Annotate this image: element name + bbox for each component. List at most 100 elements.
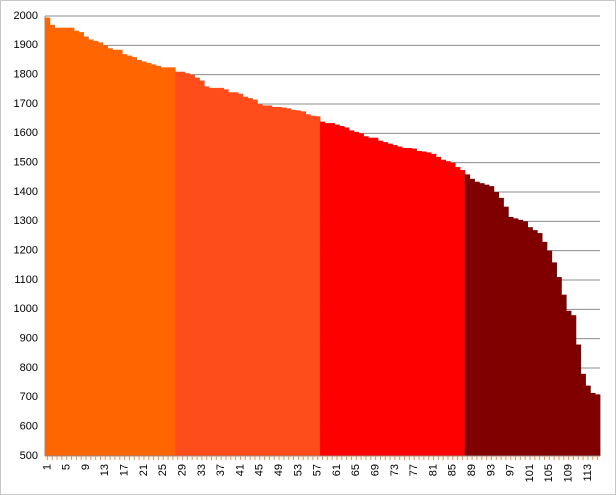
x-tick-label: 53	[292, 464, 304, 476]
x-tick-label: 25	[157, 464, 169, 476]
bar	[281, 107, 287, 457]
y-tick-label: 900	[20, 333, 38, 345]
bar	[537, 233, 543, 456]
bar	[493, 192, 500, 456]
y-tick-label: 1500	[14, 157, 38, 169]
bar	[368, 137, 374, 456]
bar	[358, 133, 364, 457]
y-tick-label: 500	[20, 450, 38, 462]
x-tick-label: 45	[254, 464, 266, 476]
bar	[532, 230, 538, 456]
bar	[334, 124, 340, 457]
bar	[156, 65, 162, 456]
bar	[431, 153, 437, 456]
bar	[262, 105, 268, 456]
bar	[223, 89, 229, 456]
bar	[102, 45, 109, 456]
bar	[131, 57, 138, 457]
bar	[170, 67, 176, 456]
bar	[112, 49, 118, 456]
bar	[54, 27, 60, 456]
bar	[522, 221, 529, 456]
bar	[310, 115, 316, 456]
x-tick-label: 9	[80, 464, 92, 470]
bar	[382, 142, 389, 456]
bar	[339, 126, 345, 456]
bar	[151, 64, 157, 457]
x-tick-label: 21	[138, 464, 150, 476]
bar	[585, 385, 591, 456]
x-tick-label: 41	[234, 464, 246, 476]
x-tick-label: 101	[524, 464, 536, 482]
bar	[69, 27, 75, 456]
bar	[556, 277, 562, 456]
bar	[435, 156, 442, 457]
bar	[233, 92, 239, 457]
x-tick-label: 81	[427, 464, 439, 476]
y-tick-label: 1400	[14, 186, 38, 198]
bar	[49, 24, 56, 457]
bar	[329, 123, 335, 457]
x-tick-label: 57	[312, 464, 324, 476]
x-tick-label: 1	[41, 464, 53, 470]
bar	[73, 30, 80, 457]
x-tick-label: 73	[389, 464, 401, 476]
bar	[440, 159, 446, 456]
bar	[590, 392, 596, 456]
bar	[474, 181, 480, 456]
bar	[209, 87, 215, 456]
bar	[460, 170, 466, 456]
y-tick-label: 1700	[14, 98, 38, 110]
bar	[464, 174, 471, 456]
bar	[83, 36, 89, 457]
bar	[276, 106, 282, 456]
bar	[180, 71, 186, 456]
bar	[489, 186, 495, 456]
y-tick-label: 1600	[14, 127, 38, 139]
bar	[320, 121, 326, 456]
bar	[93, 40, 99, 456]
y-tick-label: 1100	[14, 274, 38, 286]
bar	[445, 161, 451, 456]
bar	[218, 87, 224, 456]
bar	[194, 77, 200, 456]
x-tick-label: 33	[196, 464, 208, 476]
bar	[98, 42, 104, 457]
bar	[580, 373, 586, 456]
bar	[107, 48, 113, 457]
x-tick-label: 37	[215, 464, 227, 476]
bar	[165, 67, 171, 456]
y-tick-label: 700	[20, 391, 38, 403]
y-tick-label: 1800	[14, 69, 38, 81]
bar	[503, 206, 509, 456]
bar	[247, 98, 253, 456]
bar	[257, 104, 263, 456]
x-tick-label: 105	[543, 464, 555, 482]
bar	[595, 394, 601, 456]
bar	[160, 67, 167, 456]
bar	[363, 136, 369, 456]
bar	[479, 183, 485, 456]
bar	[575, 344, 582, 456]
x-tick-label: 65	[350, 464, 362, 476]
bar	[397, 146, 403, 457]
x-tick-label: 61	[331, 464, 343, 476]
bar	[213, 87, 220, 456]
bar	[566, 310, 572, 456]
bar	[300, 111, 307, 456]
bar	[175, 71, 181, 456]
x-tick-label: 17	[119, 464, 131, 476]
bar	[411, 148, 418, 456]
bar	[267, 105, 273, 456]
y-tick-label: 1900	[14, 39, 38, 51]
bar	[344, 127, 350, 456]
x-tick-label: 85	[447, 464, 459, 476]
bar	[291, 109, 297, 456]
bar	[122, 54, 128, 457]
bar	[45, 17, 51, 456]
bar	[324, 123, 331, 457]
y-tick-label: 1200	[14, 245, 38, 257]
bar	[305, 114, 311, 457]
x-tick-label: 5	[61, 464, 73, 470]
